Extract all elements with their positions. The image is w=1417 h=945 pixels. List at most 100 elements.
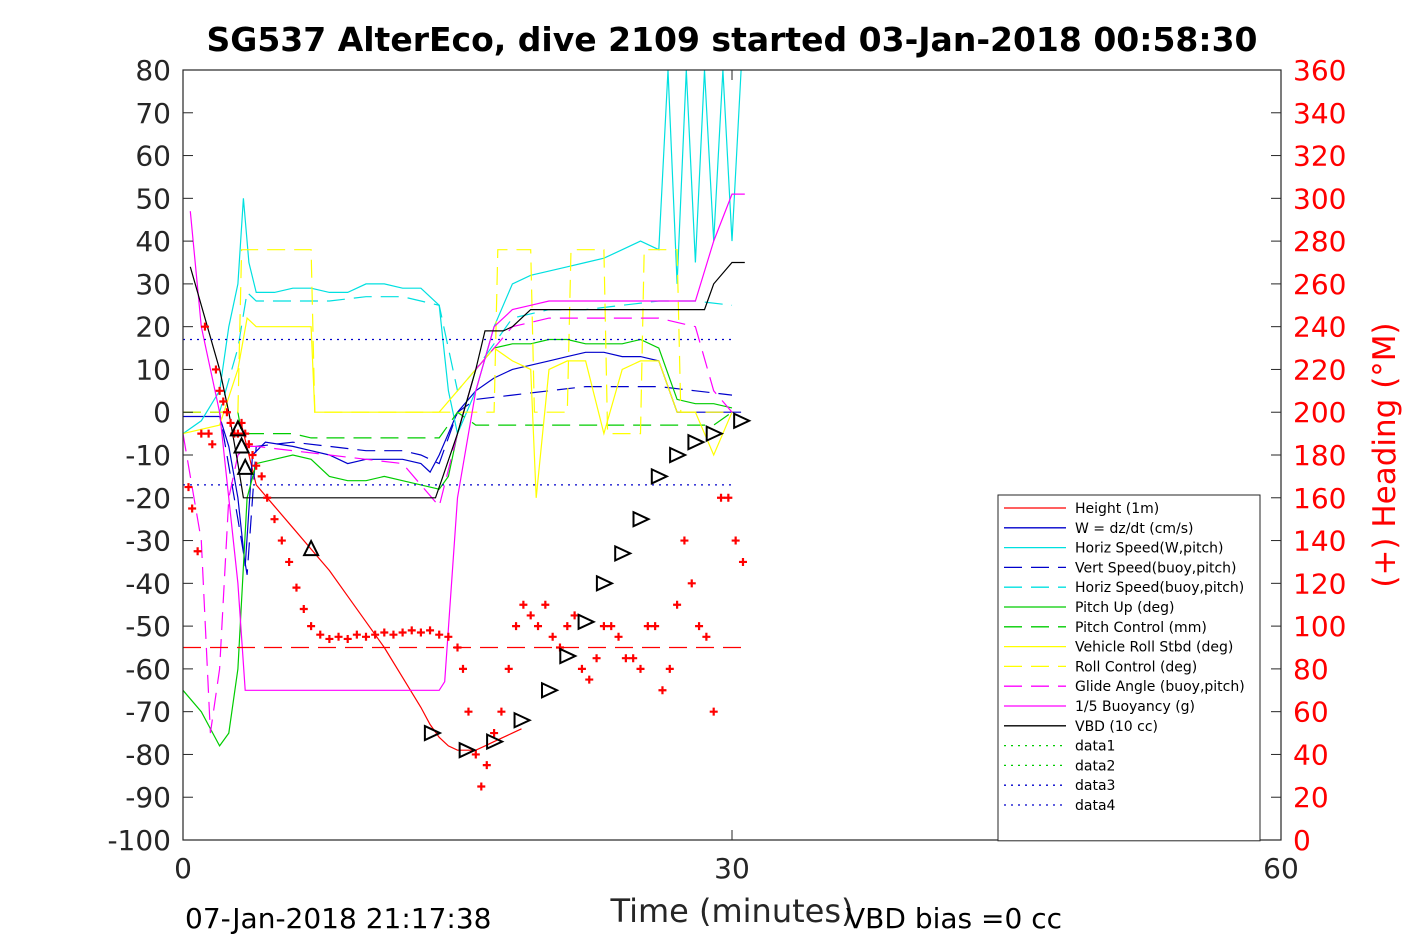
dive-marker [687, 433, 706, 451]
heading-point [577, 664, 586, 673]
heading-point [585, 675, 594, 684]
heading-point [362, 632, 370, 641]
x-tick-label: 0 [174, 852, 192, 885]
right-y-tick-label: 300 [1293, 182, 1346, 215]
series-line-10 [189, 193, 745, 691]
heading-point [621, 654, 630, 663]
right-y-tick-label: 320 [1293, 140, 1346, 173]
dive-marker [559, 647, 578, 665]
heading-point [643, 622, 652, 631]
heading-point [548, 632, 557, 641]
heading-point [416, 628, 425, 637]
heading-point [534, 622, 543, 631]
series-line-3 [183, 386, 733, 575]
heading-point [665, 664, 674, 673]
dive-marker [513, 711, 532, 729]
legend-entry: Pitch Up (deg) [1075, 600, 1174, 616]
heading-point [193, 547, 202, 556]
legend-entry: VBD (10 cc) [1075, 719, 1158, 735]
heading-point [252, 461, 261, 470]
heading-point [407, 626, 416, 635]
y-tick-label: -100 [107, 824, 171, 857]
y-tick-label: 30 [135, 268, 171, 301]
heading-point [471, 750, 480, 759]
y-tick-label: -60 [125, 653, 171, 686]
heading-point [629, 654, 638, 663]
series-line-11 [189, 261, 745, 499]
heading-point [444, 632, 453, 641]
marker-layer [184, 322, 752, 791]
series-layer [182, 69, 745, 751]
dive-marker [733, 412, 752, 430]
heading-point [325, 634, 334, 643]
right-y-tick-label: 260 [1293, 268, 1346, 301]
heading-point [512, 622, 521, 631]
x-tick-label: 60 [1263, 852, 1299, 885]
y-tick-label: -30 [125, 525, 171, 558]
right-y-tick-label: 20 [1293, 781, 1329, 814]
heading-point [219, 397, 228, 406]
legend-entry: Glide Angle (buoy,pitch) [1075, 679, 1245, 695]
heading-point [658, 686, 667, 695]
chart-title: SG537 AlterEco, dive 2109 started 03-Jan… [206, 20, 1257, 59]
legend-entry: Horiz Speed(buoy,pitch) [1075, 580, 1244, 596]
heading-point [680, 536, 689, 545]
heading-point [208, 440, 217, 449]
y-tick-label: 50 [135, 182, 171, 215]
right-y-tick-label: 240 [1293, 311, 1346, 344]
right-y-axis-label: (+) Heading (°M) [1367, 322, 1403, 587]
right-y-tick-label: 220 [1293, 353, 1346, 386]
dive-marker [614, 544, 633, 562]
footer-vbd-bias: VBD bias =0 cc [846, 902, 1062, 935]
heading-point [614, 632, 623, 641]
right-y-tick-label: 180 [1293, 439, 1346, 472]
heading-point [285, 557, 294, 566]
dive-marker [650, 467, 670, 485]
heading-point [695, 622, 704, 631]
dive-marker [458, 741, 478, 759]
heading-point [343, 634, 352, 643]
dive-marker [632, 510, 651, 528]
heading-point [299, 605, 308, 613]
heading-point [453, 643, 462, 652]
y-tick-label: 80 [135, 54, 171, 87]
dive-marker [541, 681, 560, 699]
heading-point [371, 630, 380, 639]
heading-point [504, 664, 513, 673]
x-tick-label: 30 [714, 852, 750, 885]
heading-point [197, 429, 206, 438]
heading-point [497, 707, 506, 716]
heading-point [435, 630, 444, 639]
footer-timestamp: 07-Jan-2018 21:17:38 [185, 902, 491, 935]
y-tick-label: 70 [135, 97, 171, 130]
dive-marker [229, 419, 247, 437]
heading-point [389, 630, 398, 639]
legend-entry: Horiz Speed(W,pitch) [1075, 541, 1223, 557]
dive-marker [486, 733, 505, 751]
right-y-tick-label: 160 [1293, 482, 1346, 515]
heading-point [188, 504, 197, 513]
series-line-1 [183, 351, 742, 567]
right-y-tick-label: 40 [1293, 738, 1329, 771]
heading-point [570, 611, 579, 620]
heading-point [211, 365, 220, 374]
heading-point [702, 632, 711, 641]
heading-point [731, 536, 740, 545]
y-tick-label: -50 [125, 610, 171, 643]
heading-point [607, 622, 616, 631]
y-tick-label: 60 [135, 140, 171, 173]
right-y-tick-label: 0 [1293, 824, 1311, 857]
legend-entry: data2 [1075, 758, 1115, 774]
heading-point [526, 611, 535, 620]
legend-entry: data4 [1075, 798, 1116, 814]
heading-point [352, 630, 361, 639]
heading-point [277, 536, 286, 545]
heading-point [519, 600, 528, 609]
heading-point [464, 707, 473, 716]
heading-point [724, 493, 733, 502]
heading-point [257, 472, 266, 481]
legend-entry: Pitch Control (mm) [1075, 620, 1207, 636]
series-line-0 [241, 424, 522, 751]
dive-marker [423, 724, 443, 742]
